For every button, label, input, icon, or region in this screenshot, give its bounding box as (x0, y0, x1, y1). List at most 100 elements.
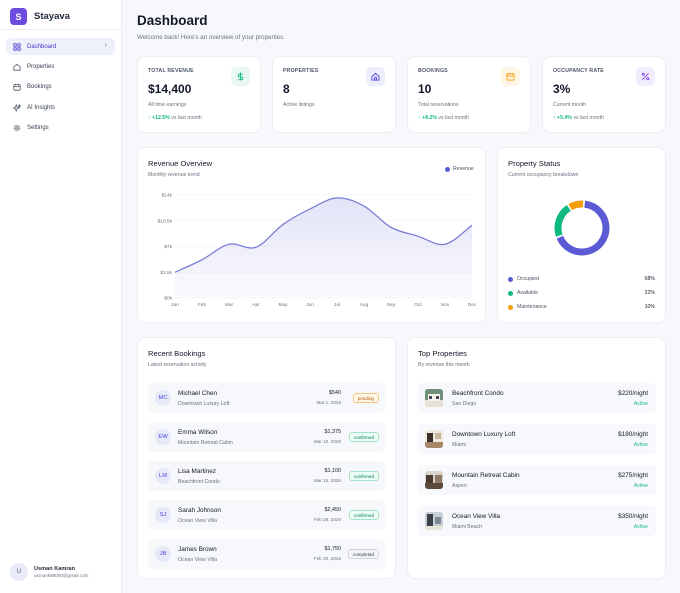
stat-trend: ↑ +5.4% vs last month (553, 115, 604, 121)
brand-logo: S (10, 8, 27, 25)
card-title: Recent Bookings (148, 349, 206, 358)
booking-date: Mar 15, 2026 (313, 478, 341, 483)
booking-date: Feb 20, 2026 (313, 556, 341, 561)
stat-desc: Total reservations (418, 102, 459, 108)
booking-amount: $1,100 (324, 468, 342, 474)
property-row[interactable]: Beachfront Condo San Diego $220/night Ac… (418, 383, 656, 413)
maintenance-dot (508, 305, 513, 310)
available-dot (508, 291, 513, 296)
status-badge: completed (347, 549, 379, 559)
calendar-icon (501, 67, 520, 86)
property-status-card: Property Status Current occupancy breakd… (497, 147, 666, 323)
sidebar-item-label: Bookings (27, 84, 52, 91)
stat-card-bookings: BOOKINGS 10 Total reservations ↑ +8.2% v… (407, 56, 531, 133)
stat-desc: All time earnings (148, 102, 187, 108)
stat-desc: Active listings (283, 102, 315, 108)
property-status: Active (633, 401, 648, 407)
y-tick-label: $0k (164, 296, 172, 302)
stat-card-properties: PROPERTIES 8 Active listings (272, 56, 396, 133)
sparkle-icon (13, 103, 21, 112)
property-price: $275/night (618, 472, 648, 479)
status-label: Maintenance (517, 304, 547, 310)
sidebar-item-properties[interactable]: Properties (6, 58, 115, 75)
status-value: 68% (644, 276, 655, 282)
booking-row[interactable]: SJ Sarah Johnson Ocean View Villa $2,450… (148, 500, 385, 530)
stat-desc: Current month (553, 102, 587, 108)
stat-card-total-revenue: TOTAL REVENUE $14,400 All time earnings … (137, 56, 261, 133)
sidebar-item-ai-insights[interactable]: AI Insights (6, 99, 115, 116)
donut-slice-maintenance (568, 200, 584, 211)
property-name: Mountain Retreat Cabin (452, 472, 520, 479)
booking-date: Mar 1, 2026 (316, 400, 341, 405)
avatar: JB (155, 546, 171, 562)
x-tick-label: Jan (171, 302, 179, 308)
property-name: Ocean View Villa (452, 513, 501, 520)
card-subtitle: Latest reservation activity (148, 362, 207, 368)
x-tick-label: Dec (468, 302, 477, 308)
property-thumbnail (425, 471, 443, 489)
status-badge: confirmed (348, 471, 379, 481)
booking-date: Feb 28, 2026 (313, 517, 341, 522)
stat-change: +8.2% (422, 115, 437, 121)
top-properties-card: Top Properties By revenue this month Bea… (407, 337, 666, 579)
booking-amount: $1,750 (324, 546, 342, 552)
card-subtitle: Monthly revenue trend (148, 172, 200, 178)
sidebar-item-dashboard[interactable]: Dashboard › (6, 38, 115, 55)
booking-row[interactable]: LM Lisa Martinez Beachfront Condo $1,100… (148, 461, 385, 491)
stat-change: +5.4% (557, 115, 572, 121)
card-subtitle: By revenue this month (418, 362, 470, 368)
stat-value: 10 (418, 82, 432, 96)
revenue-overview-card: Revenue Overview Monthly revenue trend R… (137, 147, 486, 323)
home-icon (366, 67, 385, 86)
booking-row[interactable]: MC Michael Chen Downtown Luxury Loft $54… (148, 383, 385, 413)
occupied-dot (508, 277, 513, 282)
status-value: 22% (644, 290, 655, 296)
user-name: Usman Kamran (34, 566, 76, 572)
x-tick-label: Jun (306, 302, 314, 308)
dollar-icon (231, 67, 250, 86)
chevron-right-icon: › (104, 42, 107, 49)
user-email: usmank88000@gmail.com (34, 573, 89, 578)
legend-swatch (445, 167, 450, 172)
booking-amount: $540 (329, 390, 341, 396)
status-badge: confirmed (348, 432, 379, 442)
revenue-series-line (174, 197, 473, 273)
x-tick-label: Aug (360, 302, 369, 308)
x-tick-label: Sep (387, 302, 396, 308)
sidebar-item-label: Properties (27, 63, 55, 70)
status-value: 10% (644, 304, 655, 310)
property-row[interactable]: Mountain Retreat Cabin Aspen $275/night … (418, 465, 656, 495)
sidebar-item-label: Dashboard (27, 43, 57, 50)
property-price: $220/night (618, 390, 648, 397)
user-profile[interactable]: U Usman Kamran usmank88000@gmail.com (10, 563, 88, 581)
grid-icon (13, 42, 21, 51)
brand-name: Stayava (34, 11, 70, 22)
stat-label: PROPERTIES (283, 68, 319, 74)
stat-value: 8 (283, 82, 290, 96)
x-tick-label: Nov (441, 302, 450, 308)
property-thumbnail (425, 430, 443, 448)
arrow-up-icon: ↑ (418, 115, 421, 121)
guest-name: Lisa Martinez (178, 468, 217, 475)
stat-vs: vs last month (438, 115, 469, 121)
booking-row[interactable]: EW Emma Wilson Mountain Retreat Cabin $1… (148, 422, 385, 452)
property-name: Ocean View Villa (178, 518, 218, 524)
sidebar-item-settings[interactable]: Settings (6, 120, 115, 137)
booking-row[interactable]: JB James Brown Ocean View Villa $1,750 F… (148, 539, 385, 569)
booking-amount: $2,450 (324, 507, 342, 513)
avatar: EW (155, 429, 171, 445)
property-location: Aspen (452, 483, 467, 489)
stat-vs: vs last month (573, 115, 604, 121)
property-row[interactable]: Ocean View Villa Miami Beach $350/night … (418, 506, 656, 536)
revenue-area-chart[interactable]: $0k $3.5k $7k $10.5k $14k Jan Feb Mar Apr May Jun J… (138, 148, 487, 324)
property-location: Miami (452, 442, 466, 448)
brand[interactable]: S Stayava (0, 0, 121, 28)
card-subtitle: Current occupancy breakdown (508, 172, 579, 178)
property-status-donut-chart[interactable] (498, 148, 667, 324)
guest-name: Michael Chen (178, 390, 218, 397)
property-location: Miami Beach (452, 524, 482, 530)
sidebar-item-bookings[interactable]: Bookings (6, 79, 115, 96)
stat-label: BOOKINGS (418, 68, 448, 74)
revenue-area-fill (175, 197, 472, 298)
property-row[interactable]: Downtown Luxury Loft Miami $180/night Ac… (418, 424, 656, 454)
